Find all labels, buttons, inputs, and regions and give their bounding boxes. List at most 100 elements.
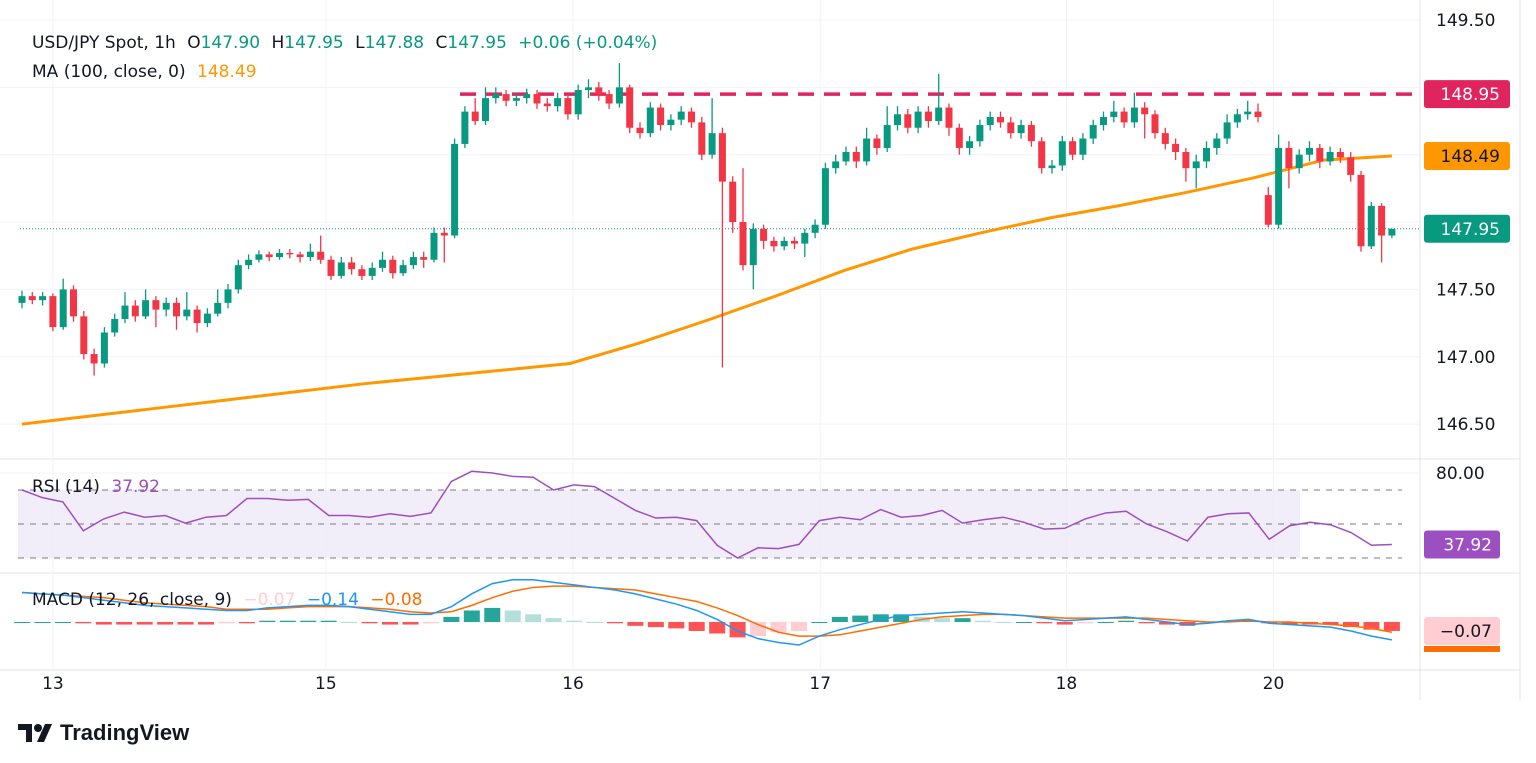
macd-histogram-bar [811,622,828,623]
macd-histogram-bar [954,618,971,622]
candle-body [770,240,778,247]
candle-body [667,119,675,126]
candle-body [430,232,438,260]
candles [18,63,1396,376]
candle-body [801,232,809,244]
macd-histogram-bar [1281,622,1298,625]
macd-histogram-bar [1036,622,1053,624]
candle-body [80,316,88,355]
macd-histogram-bar [259,620,276,622]
candle-body [1089,125,1097,139]
candle-body [1120,111,1128,123]
candle-body [646,107,654,134]
macd-histogram-bar [974,620,991,622]
candle-body [729,181,737,223]
candle-body [615,87,623,104]
macd-histogram-bar [668,622,685,629]
macd-histogram-bar [95,622,112,625]
candle-body [1213,138,1221,148]
candle-body [70,289,77,317]
candle-body [1130,107,1138,123]
candle-body [636,127,644,134]
rsi-badge-bg [1424,530,1500,559]
candle-body [842,152,850,162]
macd-histogram-bar [647,622,664,628]
candle-body [780,240,788,247]
candle-body [1110,111,1118,117]
candle-body [1100,116,1107,126]
candle-body [1192,161,1200,169]
candle-body [986,116,994,126]
candle-body [1336,152,1344,158]
macd-histogram-bar [790,622,807,631]
candle-body [265,254,273,258]
macd-signal-value: −0.08 [370,590,423,610]
macd-histogram-bar [1015,622,1032,623]
candle-body [1295,154,1303,169]
rsi-line [21,470,1392,559]
change-value: +0.06 (+0.04%) [518,33,658,53]
macd-histogram-bar [606,622,623,624]
candle-body [677,111,685,120]
macd-histogram-bar [872,614,889,622]
candle-body [286,253,294,255]
high-label: H [271,33,285,53]
candle-body [512,98,520,101]
macd-histogram-bar [300,620,317,622]
macd-histogram-bar [627,622,644,626]
candle-body [1367,205,1375,247]
candle-body [852,152,860,162]
candle-body [389,259,397,274]
candle-body [492,94,500,99]
candle-body [461,111,469,144]
candle-body [966,141,974,148]
candle-body [873,138,881,148]
x-tick-label: 13 [42,674,64,694]
candle-body [111,319,119,333]
macd-histogram-bar [443,616,460,622]
ma-badge: 148.49 [1441,147,1500,167]
tradingview-logo[interactable]: TradingView [18,720,189,746]
macd-histogram-bar [382,622,399,625]
macd-histogram-bar [934,618,951,622]
y-tick-label: 146.50 [1436,415,1495,435]
candle-body [409,257,417,266]
macd-histogram-bar [177,622,194,625]
candle-body [1151,114,1159,134]
ma-legend: MA (100, close, 0) 148.49 [32,62,263,82]
candle-body [1233,114,1241,123]
macd-histogram-bar [54,622,71,623]
rsi-value: 37.92 [111,477,160,497]
candle-body [914,111,922,128]
macd-histogram-bar [34,622,51,623]
ma-badge-bg [1424,142,1510,171]
macd-histogram-bar [831,616,848,622]
macd-histogram-bar [238,622,255,624]
candle-body [327,259,335,276]
candle-body [306,251,314,258]
candle-body [183,309,191,317]
macd-histogram-bar [402,622,419,625]
candle-body [1203,147,1210,162]
grid [0,0,1521,700]
macd-histogram-bar [525,614,542,622]
candle-body [1378,205,1386,236]
macd-histogram-bar [1077,622,1094,624]
rsi-label: RSI (14) [32,477,100,497]
macd-legend: MACD (12, 26, close, 9) −0.07 −0.14 −0.0… [32,590,428,610]
macd-line [21,579,1393,646]
candle-body [1017,125,1025,134]
candle-body [533,94,541,104]
macd-histogram-bar [729,622,746,638]
candle-body [234,265,242,290]
macd-histogram-bar [586,622,603,623]
candle-body [657,107,665,126]
candle-body [121,305,129,320]
macd-histogram-bar [852,615,869,622]
candle-body [1079,138,1087,155]
macd-label: MACD (12, 26, close, 9) [32,590,232,610]
candle-body [1326,152,1334,162]
candle-body [451,143,459,236]
candle-body [605,94,613,104]
